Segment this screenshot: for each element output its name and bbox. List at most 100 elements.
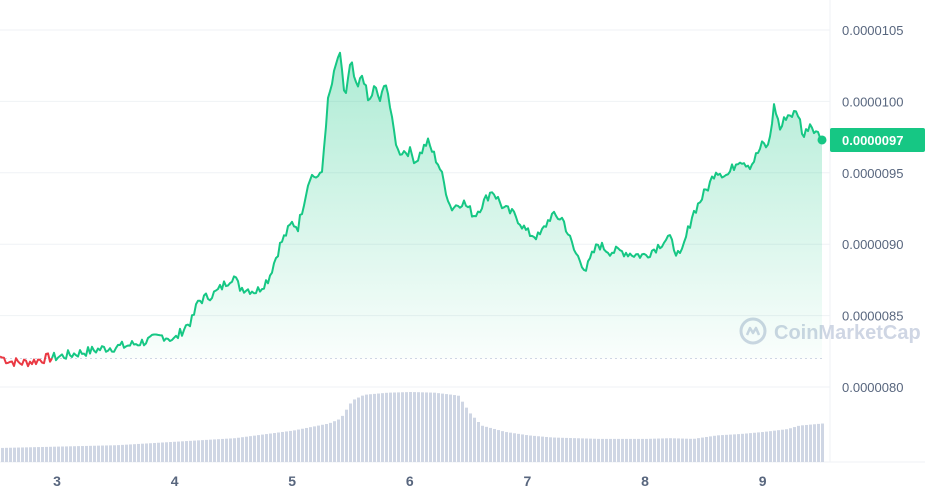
volume-bar: [233, 438, 236, 462]
volume-bar: [29, 447, 32, 462]
volume-bar: [541, 436, 544, 462]
volume-bar: [801, 425, 804, 462]
volume-bar: [645, 438, 648, 462]
current-price-label: 0.0000097: [842, 133, 903, 148]
volume-bar: [593, 438, 596, 462]
volume-bar: [681, 438, 684, 462]
volume-bar: [13, 447, 16, 462]
volume-bar: [481, 425, 484, 462]
y-tick-label: 0.0000100: [842, 94, 903, 109]
volume-bar: [337, 419, 340, 462]
volume-bar: [33, 447, 36, 462]
volume-bar: [525, 435, 528, 462]
volume-bar: [577, 438, 580, 462]
volume-bar: [81, 446, 84, 462]
volume-bar: [417, 392, 420, 462]
volume-bar: [381, 393, 384, 462]
volume-bar: [293, 430, 296, 462]
volume-bar: [773, 430, 776, 462]
volume-bar: [345, 409, 348, 462]
volume-bar: [405, 392, 408, 462]
volume-bar: [177, 441, 180, 462]
volume-bar: [201, 440, 204, 462]
volume-bar: [469, 413, 472, 462]
volume-bar: [369, 394, 372, 462]
volume-bar: [249, 436, 252, 462]
volume-bar: [289, 430, 292, 462]
volume-bar: [181, 441, 184, 462]
volume-bar: [697, 438, 700, 462]
volume-bar: [725, 434, 728, 462]
volume-bar: [53, 446, 56, 462]
volume-bar: [685, 438, 688, 462]
y-axis: 0.0000105 0.0000100 0.0000095 0.0000090 0.00…: [842, 23, 903, 395]
volume-bar: [269, 433, 272, 462]
volume-bar: [101, 445, 104, 462]
volume-bar: [449, 394, 452, 462]
volume-bar: [673, 438, 676, 462]
volume-bar: [457, 395, 460, 462]
volume-bar: [1, 447, 4, 462]
volume-bar: [569, 438, 572, 462]
volume-bar: [245, 436, 248, 462]
volume-bar: [41, 446, 44, 462]
volume-bar: [445, 394, 448, 462]
volume-bar: [433, 392, 436, 462]
volume-bar: [65, 446, 68, 462]
volume-bar: [613, 438, 616, 462]
volume-bar: [261, 434, 264, 462]
volume-bar: [401, 392, 404, 462]
volume-bar: [129, 444, 132, 462]
volume-bar: [377, 393, 380, 462]
volume-bar: [693, 438, 696, 462]
volume-bar: [589, 438, 592, 462]
volume-bar: [809, 424, 812, 462]
current-price-badge: 0.0000097: [830, 127, 925, 152]
volume-bar: [389, 392, 392, 462]
volume-bar: [393, 392, 396, 462]
volume-bar: [617, 438, 620, 462]
volume-bar: [89, 445, 92, 462]
volume-bar: [169, 442, 172, 462]
volume-bar: [497, 430, 500, 462]
volume-bar: [37, 447, 40, 462]
volume-bar: [189, 440, 192, 462]
volume-bar: [585, 438, 588, 462]
x-tick-label: 8: [641, 473, 649, 489]
volume-bar: [545, 436, 548, 462]
volume-bar: [193, 440, 196, 462]
volume-bar: [237, 437, 240, 462]
volume-bar: [565, 437, 568, 462]
volume-bar: [217, 439, 220, 462]
volume-bar: [741, 433, 744, 462]
volume-bar: [649, 438, 652, 462]
volume-bar: [793, 427, 796, 462]
volume-bar: [213, 439, 216, 462]
volume-bar: [521, 434, 524, 462]
volume-bar: [257, 435, 260, 462]
volume-bar: [265, 434, 268, 462]
volume-bar: [113, 445, 116, 462]
volume-bar: [421, 392, 424, 462]
volume-bar: [817, 423, 820, 462]
volume-bar: [85, 445, 88, 462]
x-tick-label: 6: [406, 473, 414, 489]
volume-bar: [609, 438, 612, 462]
volume-bar: [9, 447, 12, 462]
volume-bar: [349, 403, 352, 462]
y-tick-label: 0.0000080: [842, 380, 903, 395]
volume-bar: [605, 438, 608, 462]
x-axis: 3 4 5 6 7 8 9: [53, 473, 767, 489]
volume-bar: [633, 438, 636, 462]
volume-bar: [21, 447, 24, 462]
volume-bar: [137, 443, 140, 462]
volume-bar: [57, 446, 60, 462]
volume-bar: [665, 438, 668, 462]
volume-bar: [461, 401, 464, 462]
volume-bar: [777, 430, 780, 462]
volume-bar: [629, 438, 632, 462]
volume-bar: [729, 434, 732, 462]
volume-bar: [397, 392, 400, 462]
volume-bar: [321, 424, 324, 462]
